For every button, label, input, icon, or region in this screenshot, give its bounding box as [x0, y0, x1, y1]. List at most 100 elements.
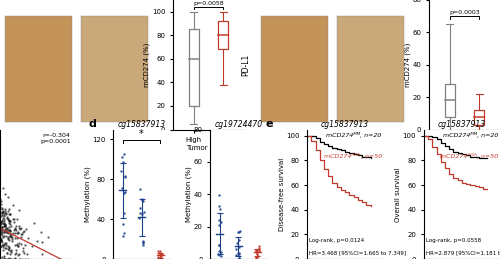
Point [140, 239, 147, 243]
Point [0, 226, 5, 230]
Point [120, 191, 128, 195]
Point [215, 223, 223, 227]
Point [17, 232, 25, 236]
Point [2, 226, 10, 230]
Point [252, 255, 260, 259]
Point [234, 245, 242, 249]
Point [0, 229, 8, 233]
Point [215, 243, 223, 247]
Point [20, 251, 28, 255]
Point [6, 252, 14, 256]
Text: *: * [139, 130, 144, 139]
Point [158, 257, 166, 259]
Point [0, 208, 7, 213]
Point [22, 242, 30, 247]
Point [0, 206, 6, 210]
Point [0, 257, 4, 259]
Point [10, 220, 18, 224]
Point [0, 222, 8, 226]
Point [44, 235, 52, 239]
Point [4, 217, 12, 221]
Point [6, 234, 14, 239]
Point [6, 219, 14, 223]
Text: r=-0.304
p=0.0001: r=-0.304 p=0.0001 [40, 133, 70, 144]
Point [2, 230, 10, 234]
Point [0, 232, 4, 236]
Point [2, 230, 10, 234]
Point [18, 257, 26, 259]
Point [5, 228, 13, 233]
Point [8, 231, 16, 235]
Point [16, 257, 24, 259]
Point [6, 228, 14, 232]
Point [15, 257, 23, 259]
Point [216, 249, 224, 253]
Point [2, 209, 10, 213]
Y-axis label: Methylation (%): Methylation (%) [84, 166, 91, 222]
Point [4, 247, 12, 251]
Point [2, 243, 10, 247]
Point [0, 241, 8, 246]
Point [253, 252, 261, 256]
Point [16, 227, 24, 231]
Point [0, 227, 6, 232]
Point [235, 255, 243, 259]
Point [6, 219, 14, 223]
Point [136, 211, 144, 215]
Point [0, 238, 5, 242]
Point [138, 198, 146, 202]
Point [0, 219, 8, 224]
Point [139, 199, 147, 203]
Point [0, 211, 4, 215]
Point [4, 257, 12, 259]
Point [0, 245, 7, 249]
Point [2, 251, 10, 255]
Point [120, 175, 128, 179]
Title: cg15837913: cg15837913 [118, 120, 166, 129]
Point [0, 225, 6, 229]
Point [0, 221, 4, 225]
Point [156, 252, 164, 256]
Point [4, 237, 12, 241]
Point [14, 244, 22, 248]
Point [0, 224, 8, 228]
Point [155, 251, 163, 255]
Point [1, 223, 9, 227]
Point [0, 248, 8, 252]
Text: mCD274ᴹᴹ, n=20: mCD274ᴹᴹ, n=20 [326, 132, 382, 138]
Point [0, 229, 4, 233]
Point [0, 227, 8, 231]
Point [20, 257, 28, 259]
Point [8, 224, 16, 228]
Point [121, 174, 129, 178]
Point [30, 221, 38, 226]
Point [16, 226, 24, 230]
Point [0, 211, 6, 215]
Point [0, 238, 5, 242]
Point [13, 243, 21, 247]
Text: mCD274ᴴᴵᴳʰ, n=50: mCD274ᴴᴵᴳʰ, n=50 [440, 153, 498, 159]
Point [118, 154, 126, 159]
Point [0, 238, 5, 242]
Point [0, 213, 6, 218]
Point [136, 216, 143, 220]
Point [0, 202, 5, 206]
Point [7, 233, 15, 237]
Point [118, 186, 126, 190]
Point [139, 240, 147, 244]
Point [0, 236, 4, 240]
Point [0, 227, 4, 231]
Point [4, 231, 12, 235]
Point [12, 242, 20, 246]
Point [157, 253, 165, 257]
Point [20, 229, 28, 233]
Point [232, 241, 240, 245]
Point [28, 244, 36, 248]
Point [138, 211, 146, 215]
Y-axis label: Overall survival: Overall survival [396, 167, 402, 221]
Point [0, 228, 8, 232]
Point [38, 229, 46, 234]
Point [24, 257, 32, 259]
Point [0, 227, 4, 231]
Point [2, 211, 10, 215]
